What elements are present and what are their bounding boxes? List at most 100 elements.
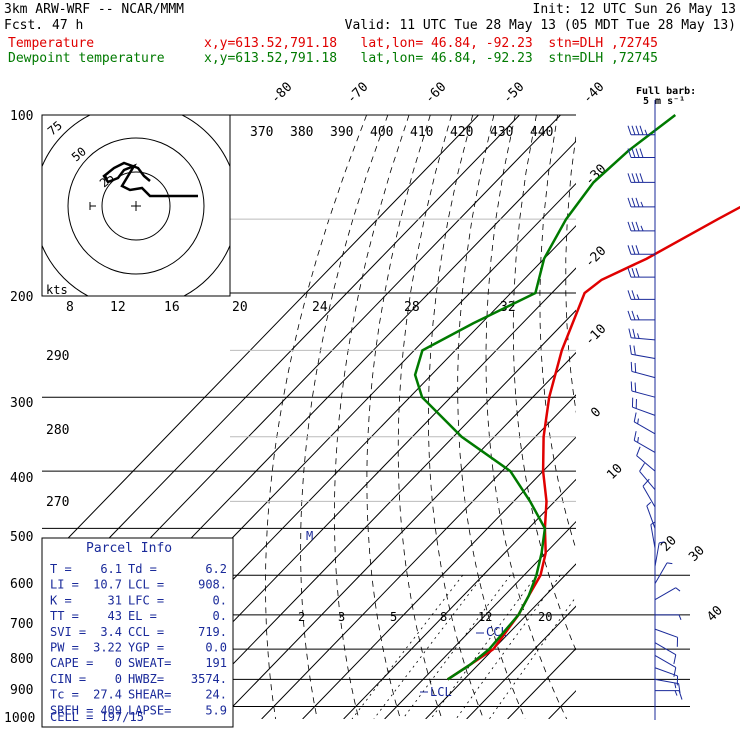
wind-barb [654,655,677,677]
mixing-label-5: 5 [390,610,397,624]
wind-barb [654,587,681,601]
wind-barb [642,478,656,508]
isotherm-line [220,351,576,719]
hodograph: 75 50 25 kts [41,114,231,297]
theta-label-390: 390 [330,125,353,140]
mixing-ratio-line [455,575,561,719]
parcel-row-3-col-0: TT = [50,609,79,623]
isotherm-label-m20: -20 [582,244,609,271]
parcel-row-3-col-2: EL = [128,609,157,623]
theta-label-400: 400 [370,125,393,140]
wind-barb [630,361,656,379]
mixing-ratio-line [430,575,538,719]
wind-barb [650,521,656,549]
parcel-row-7-col-2: HWBZ= [128,672,164,686]
full-barb-label: Full barb: [636,86,696,97]
isotherm-label-m10: -10 [582,322,609,349]
theta-label-290: 290 [46,349,69,364]
wind-barb [639,462,656,490]
temperature-location: x,y=613.52,791.18 lat,lon= 46.84, -92.23… [204,36,658,51]
parcel-row-0-col-1: 6.1 [100,562,122,576]
parcel-row-7-col-3: 3574. [191,672,227,686]
wind-barbs [627,125,683,700]
parcel-row-2-col-3: 0. [213,593,227,607]
mixing-ratio-line [351,575,464,719]
parcel-row-6-col-3: 191 [205,656,227,670]
pressure-label-1000: 1000 [4,711,35,726]
parcel-row-8-col-0: Tc = [50,688,79,702]
mixing-ratio-grid [351,575,576,719]
parcel-row-8-col-1: 27.4 [93,688,122,702]
dry-adiabat [706,115,740,719]
parcel-row-7-col-0: CIN = [50,672,86,686]
mixing-ratio-line [373,575,484,719]
parcel-row-6-col-1: 0 [115,656,122,670]
isotherm-label-m40: -40 [580,80,607,107]
pressure-axis-labels: 100 200 300 400 500 600 700 800 900 1000 [4,109,35,726]
parcel-row-8-col-2: SHEAR= [128,688,171,702]
mixing-ratio-line [488,596,576,719]
wind-barb [654,642,677,665]
pressure-label-300: 300 [10,396,33,411]
isotherm-label-40: 40 [704,603,726,625]
isotherm-line [42,115,520,608]
wind-barb [654,628,679,647]
hodograph-kts-label: kts [46,283,68,297]
parcel-row-2-col-1: 31 [108,593,122,607]
wind-barb [627,197,655,208]
dewpoint-line [413,114,677,681]
isotherm-label-m70: -70 [344,80,371,107]
theta-label-420: 420 [450,125,473,140]
dry-adiabat [565,133,576,414]
dry-adiabat [615,115,740,719]
hodograph-ring-25 [101,171,171,241]
pressure-label-400: 400 [10,471,33,486]
wind-barb [630,381,656,398]
isotherm-line [384,520,576,719]
wind-barb [628,328,656,341]
temperature-series-name: Temperature [8,36,95,51]
isotherm-label-0: 0 [588,405,604,421]
parcel-row-5-col-3: 0.0 [205,641,227,655]
parcel-row-4-col-3: 719. [198,625,227,639]
pressure-label-800: 800 [10,652,33,667]
pressure-label-700: 700 [10,617,33,632]
dry-adiabat [512,115,576,652]
mixing-label-2: 2 [298,610,305,624]
wind-barb [627,148,655,159]
parcel-row-9-col-0: SREH = [50,703,93,717]
speed-label-8: 8 [66,300,74,315]
isotherm-line [590,115,740,719]
wind-barb [636,446,656,472]
wind-barb [629,344,656,359]
wind-barb [627,310,655,321]
parcel-row-4-col-0: SVI = [50,625,86,639]
parcel-row-7-col-1: 0 [115,672,122,686]
theta-label-280: 280 [46,423,69,438]
dry-adiabat [366,115,431,719]
mixing-label-8: 8 [440,610,447,624]
parcel-row-4-col-1: 3.4 [100,625,122,639]
isotherm-line [343,478,576,719]
parcel-row-1-col-1: 10.7 [93,578,122,592]
parcel-row-4-col-2: CCL = [128,625,164,639]
annotation-lcl: LCL [430,685,452,699]
wind-barb [655,690,683,700]
speed-label-20: 20 [232,300,248,315]
parcel-row-1-col-2: LCL = [128,578,164,592]
parcel-row-6-col-2: SWEAT= [128,656,171,670]
dry-adiabat [684,115,740,719]
wind-barb [633,412,656,435]
forecast-label: Fcst. [4,18,44,33]
dry-adiabat [333,115,410,719]
dry-adiabat [397,115,452,719]
isotherm-line [507,647,576,719]
isotherm-label-m50: -50 [500,80,527,107]
parcel-row-0-col-2: Td = [128,562,157,576]
hodograph-ring-50 [67,137,205,275]
isotherm-line [179,309,576,719]
dry-adiabat [662,115,740,719]
mixing-label-12: 12 [478,610,492,624]
dewpoint-series-name: Dewpoint temperature [8,51,165,66]
